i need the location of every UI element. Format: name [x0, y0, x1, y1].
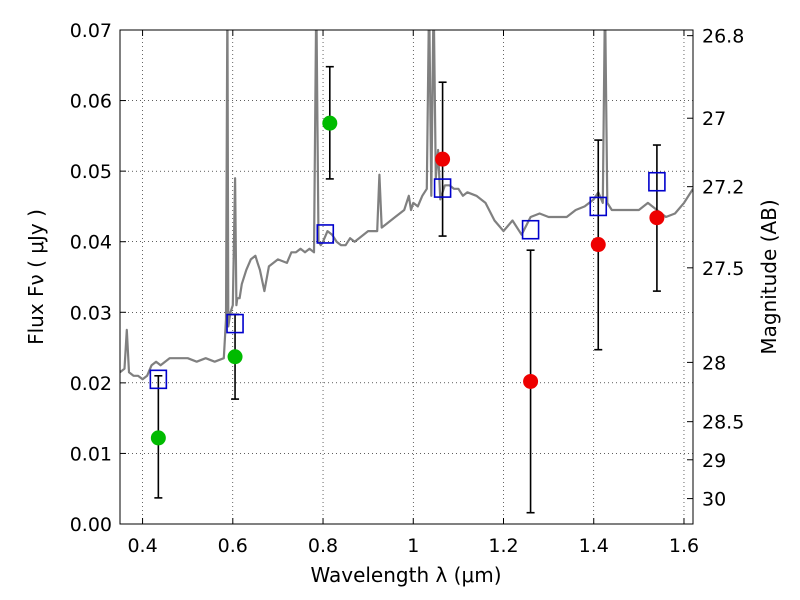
magnitude-axis-label: Magnitude (AB)	[757, 199, 781, 354]
magnitude-tick-label: 29	[702, 450, 726, 472]
red-data-point	[523, 373, 539, 389]
magnitude-tick-label: 27	[702, 108, 726, 130]
magnitude-axis-ticks: 26.8 27 27.2 27.5 28 28.5 29 30	[687, 26, 744, 511]
green-data-point	[227, 349, 243, 365]
spectrum-line	[120, 30, 693, 381]
magnitude-tick-label: 28.5	[702, 412, 744, 434]
x-tick-label: 0.8	[308, 535, 338, 557]
magnitude-tick-label: 26.8	[702, 26, 744, 48]
model-square-marker	[226, 313, 244, 334]
y-tick-label: 0.01	[70, 443, 112, 465]
x-tick-label: 0.4	[127, 535, 157, 557]
plot-frame	[119, 29, 694, 525]
magnitude-tick-label: 28	[702, 352, 726, 374]
y-tick-label: 0.06	[70, 91, 112, 113]
y-tick-label: 0.04	[70, 232, 112, 254]
y-tick-label: 0.07	[70, 20, 112, 42]
x-axis-label: Wavelength λ (μm)	[310, 563, 501, 587]
x-tick-label: 0.6	[218, 535, 248, 557]
model-square-marker	[521, 219, 540, 240]
x-axis-ticks: 0.4 0.6 0.8 1 1.2 1.4 1.6	[127, 30, 699, 557]
plot-area	[120, 30, 693, 381]
model-square-marker	[149, 369, 168, 390]
x-tick-label: 1.4	[579, 535, 609, 557]
y-axis-ticks: 0.00 0.01 0.02 0.03 0.04 0.05 0.06 0.07	[70, 20, 126, 536]
y-tick-label: 0.03	[70, 302, 112, 324]
model-square-marker	[589, 196, 608, 217]
magnitude-tick-label: 27.5	[702, 258, 744, 280]
magnitude-tick-label: 27.2	[702, 177, 744, 199]
y-axis-label: Flux Fν ( μJy )	[24, 209, 48, 345]
x-tick-label: 1	[407, 535, 419, 557]
model-square-marker	[316, 224, 335, 244]
y-tick-label: 0.00	[70, 514, 112, 536]
x-tick-label: 1.2	[488, 535, 518, 557]
model-square-marker	[648, 171, 666, 192]
magnitude-tick-label: 30	[702, 489, 726, 511]
red-data-point	[590, 237, 606, 253]
x-tick-label: 1.6	[669, 535, 699, 557]
red-data-point	[649, 210, 665, 226]
y-tick-label: 0.05	[70, 161, 112, 183]
green-data-point	[322, 115, 338, 131]
model-square-marker	[433, 178, 452, 198]
red-data-point	[435, 151, 451, 167]
y-tick-label: 0.02	[70, 373, 112, 395]
data-markers	[149, 115, 666, 446]
green-data-point	[150, 430, 166, 446]
